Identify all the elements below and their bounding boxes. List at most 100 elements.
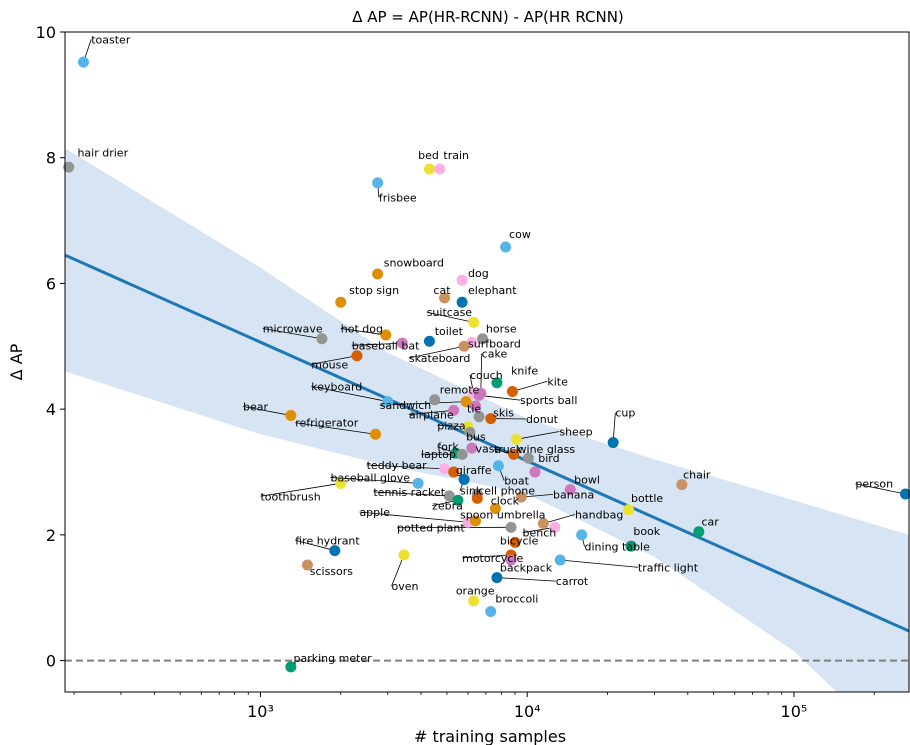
chart-title: Δ AP = AP(HR-RCNN) - AP(HR RCNN) bbox=[352, 8, 624, 26]
y-tick-label: 2 bbox=[46, 526, 56, 545]
point-label: bear bbox=[243, 400, 268, 413]
point-label: fire hydrant bbox=[295, 534, 360, 547]
point-label: refrigerator bbox=[295, 417, 359, 430]
data-point-vase bbox=[466, 442, 478, 454]
data-point-broccoli bbox=[485, 606, 497, 618]
point-label: pizza bbox=[437, 419, 465, 432]
data-point-toilet bbox=[423, 335, 435, 347]
point-label: hot dog bbox=[341, 322, 383, 335]
leader-line bbox=[373, 491, 450, 497]
point-labels-layer: toaster hair drier bed train frisbee cow snowb… bbox=[77, 33, 893, 665]
data-point-sandwich bbox=[460, 396, 472, 408]
data-point-person bbox=[900, 488, 910, 500]
data-point-tie bbox=[470, 400, 482, 412]
y-tick-label: 10 bbox=[36, 23, 56, 42]
point-label: chair bbox=[683, 468, 711, 481]
data-point-dining-table bbox=[576, 529, 588, 541]
point-label: scissors bbox=[310, 565, 354, 578]
data-point-zebra bbox=[452, 494, 464, 506]
point-label: motorcycle bbox=[462, 552, 523, 565]
point-label: vase bbox=[476, 443, 502, 456]
data-point-clock bbox=[471, 492, 483, 504]
point-label: baseball bat bbox=[352, 339, 420, 352]
data-point-dog bbox=[456, 274, 468, 286]
data-point-cup bbox=[607, 436, 619, 448]
point-label: sports ball bbox=[520, 394, 577, 407]
point-label: bus bbox=[466, 431, 486, 444]
plot-frame bbox=[64, 31, 910, 693]
regression-line bbox=[65, 253, 909, 633]
point-label: zebra bbox=[432, 500, 463, 513]
point-label: tennis racket bbox=[373, 486, 445, 499]
point-label: backpack bbox=[500, 561, 553, 574]
leader-line bbox=[311, 385, 388, 402]
leader-line bbox=[340, 328, 386, 336]
data-point-truck bbox=[508, 448, 520, 460]
data-point-bird bbox=[529, 466, 541, 478]
point-label: toothbrush bbox=[260, 490, 320, 503]
data-point-banana bbox=[515, 491, 527, 503]
point-label: bench bbox=[522, 527, 556, 540]
data-point-oven bbox=[398, 549, 410, 561]
point-label: car bbox=[701, 515, 719, 528]
point-label: dog bbox=[468, 267, 489, 280]
data-point-boat bbox=[492, 460, 504, 472]
point-label: handbag bbox=[575, 509, 623, 522]
data-point-bicycle bbox=[509, 536, 521, 548]
point-label: suitcase bbox=[427, 306, 473, 319]
point-label: tie bbox=[467, 402, 481, 415]
data-point-sheep bbox=[510, 433, 522, 445]
data-point-cat bbox=[439, 292, 451, 304]
point-label: banana bbox=[553, 488, 594, 501]
leader-line bbox=[311, 355, 358, 365]
leader-line bbox=[359, 511, 469, 523]
point-label: bottle bbox=[631, 492, 663, 505]
leader-line bbox=[560, 559, 638, 568]
leader-line bbox=[512, 380, 548, 392]
data-point-snowboard bbox=[372, 268, 384, 280]
data-point-airplane bbox=[448, 404, 460, 416]
leader-line bbox=[366, 464, 445, 470]
data-point-skateboard bbox=[458, 340, 470, 352]
point-label: umbrella bbox=[497, 509, 546, 522]
point-label: remote bbox=[440, 383, 480, 396]
leader-line bbox=[330, 477, 419, 484]
data-point-kite bbox=[506, 386, 518, 398]
data-point-potted-plant bbox=[505, 521, 517, 533]
x-tick-label: 10³ bbox=[247, 702, 274, 721]
data-point-elephant bbox=[456, 296, 468, 308]
leader-line bbox=[391, 554, 405, 587]
data-point-toothbrush bbox=[335, 477, 347, 489]
point-label: mouse bbox=[311, 358, 348, 371]
data-point-suitcase bbox=[468, 316, 480, 328]
point-label: sandwich bbox=[380, 399, 432, 412]
data-point-traffic-light bbox=[554, 554, 566, 566]
leader-line bbox=[260, 482, 341, 497]
data-point-handbag bbox=[537, 518, 549, 530]
point-label: truck bbox=[494, 443, 523, 456]
point-label: baseball glove bbox=[330, 471, 410, 484]
point-label: bowl bbox=[574, 473, 600, 486]
data-point-parking-meter bbox=[285, 661, 297, 673]
y-tick-label: 6 bbox=[46, 274, 56, 293]
point-label: knife bbox=[511, 365, 538, 378]
data-point-baseball-glove bbox=[412, 477, 424, 489]
leader-line bbox=[379, 401, 467, 406]
point-label: microwave bbox=[263, 322, 323, 335]
leader-line bbox=[408, 345, 465, 359]
leader-line bbox=[426, 311, 474, 323]
point-label: potted plant bbox=[397, 522, 465, 535]
x-axis-title: # training samples bbox=[414, 727, 566, 745]
data-point-frisbee bbox=[372, 177, 384, 189]
y-axis-title: Δ AP bbox=[7, 343, 26, 380]
point-label: apple bbox=[359, 506, 390, 519]
data-point-bed bbox=[423, 163, 435, 175]
point-label: wine glass bbox=[518, 443, 576, 456]
data-point-remote bbox=[429, 394, 441, 406]
point-label: parking meter bbox=[294, 652, 373, 665]
data-point-teddy-bear bbox=[439, 463, 451, 475]
point-label: toilet bbox=[435, 325, 464, 338]
axes-layer: 0 2 4 6 8 10 10³ 10⁴ 10⁵ bbox=[36, 23, 910, 721]
point-label: fork bbox=[437, 441, 459, 454]
